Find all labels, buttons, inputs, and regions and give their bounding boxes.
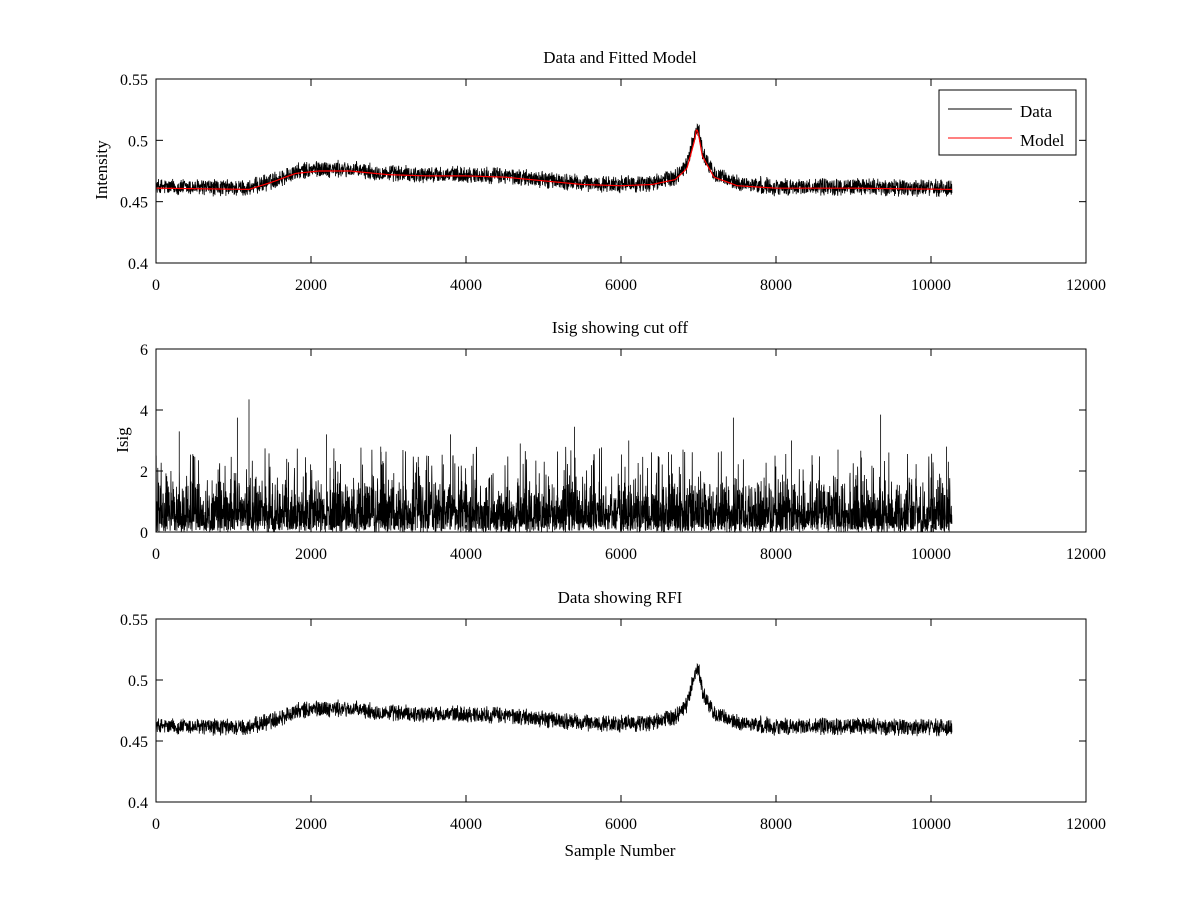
y-tick-label: 0.55 — [120, 612, 148, 629]
panel-data-and-model: Data and Fitted Model Intensity 0 2000 400… — [92, 48, 1106, 294]
y-tick-label: 0.45 — [120, 734, 148, 751]
legend-label-data: Data — [1020, 102, 1053, 121]
x-tick-label: 4000 — [450, 816, 482, 833]
series-data-line — [155, 663, 953, 737]
y-tick-label: 2 — [140, 464, 148, 481]
x-tick-label: 4000 — [450, 546, 482, 563]
legend-label-model: Model — [1020, 131, 1065, 150]
y-axis-label: Isig — [113, 427, 132, 453]
x-tick-label: 12000 — [1066, 816, 1106, 833]
x-tick-label: 12000 — [1066, 277, 1106, 294]
y-tick-label: 0.4 — [128, 795, 148, 812]
legend-box — [938, 89, 1077, 156]
y-tick-label: 0.45 — [120, 195, 148, 212]
chart-title: Data showing RFI — [558, 588, 683, 607]
chart-title: Isig showing cut off — [552, 318, 688, 337]
x-tick-label: 0 — [152, 816, 160, 833]
x-tick-label: 6000 — [605, 816, 637, 833]
panel-isig: Isig showing cut off Isig 0 2000 4000 6000 8… — [113, 318, 1106, 563]
x-tick-label: 10000 — [911, 277, 951, 294]
y-tick-label: 0.5 — [128, 673, 148, 690]
y-tick-label: 6 — [140, 342, 148, 359]
x-tick-label: 10000 — [911, 816, 951, 833]
x-tick-label: 8000 — [760, 277, 792, 294]
ticks-layer: 0 2000 4000 6000 8000 10000 12000 0.4 0.45 0.5 0.5… — [120, 612, 1106, 833]
series-layer — [155, 399, 953, 533]
x-tick-label: 10000 — [911, 546, 951, 563]
x-tick-label: 0 — [152, 277, 160, 294]
series-layer — [155, 123, 953, 197]
x-tick-label: 2000 — [295, 546, 327, 563]
series-data-line — [155, 123, 953, 197]
x-axis-label: Sample Number — [565, 841, 676, 860]
y-axis-label: Intensity — [92, 140, 111, 200]
x-tick-label: 8000 — [760, 546, 792, 563]
x-tick-label: 4000 — [450, 277, 482, 294]
series-layer — [155, 663, 953, 737]
y-tick-label: 0.4 — [128, 256, 148, 273]
x-tick-label: 12000 — [1066, 546, 1106, 563]
y-tick-label: 4 — [140, 403, 148, 420]
x-tick-label: 6000 — [605, 277, 637, 294]
x-tick-label: 0 — [152, 546, 160, 563]
panel-data-rfi: Data showing RFI Sample Number 0 2000 4000… — [120, 588, 1106, 860]
x-tick-label: 6000 — [605, 546, 637, 563]
series-isig-line — [155, 399, 953, 533]
legend: Data Model — [938, 89, 1077, 156]
y-tick-label: 0.55 — [120, 72, 148, 89]
x-tick-label: 8000 — [760, 816, 792, 833]
x-tick-label: 2000 — [295, 816, 327, 833]
y-tick-label: 0 — [140, 525, 148, 542]
x-tick-label: 2000 — [295, 277, 327, 294]
ticks-layer: 0 2000 4000 6000 8000 10000 12000 0 2 4 6 — [140, 342, 1106, 563]
chart-title: Data and Fitted Model — [543, 48, 697, 67]
y-tick-label: 0.5 — [128, 133, 148, 150]
ticks-layer: 0 2000 4000 6000 8000 10000 12000 0.4 0.45 0.5 0.5… — [120, 72, 1106, 294]
series-model-line — [155, 129, 952, 190]
